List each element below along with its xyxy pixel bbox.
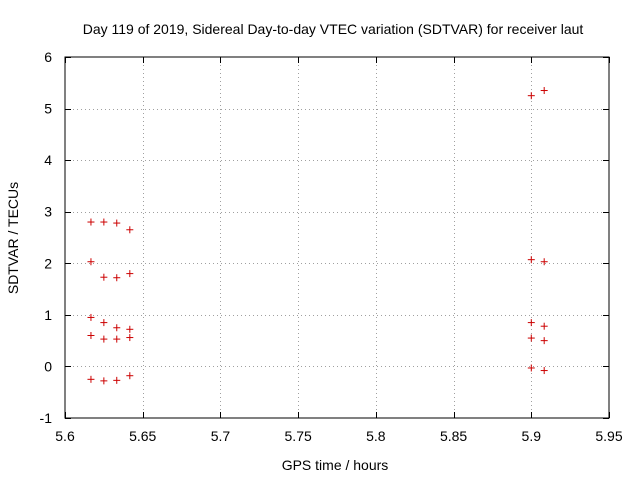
data-point [100,319,108,327]
plot-frame [64,56,610,419]
x-tick-label: 5.75 [285,428,312,444]
data-point [113,219,121,227]
data-point [527,364,535,372]
y-tick-label: 0 [44,358,52,374]
data-point [100,335,108,343]
data-point [527,319,535,327]
data-point [126,226,134,234]
data-point [126,270,134,278]
data-point [540,258,548,266]
data-point [126,334,134,342]
y-tick-label: 3 [44,204,52,220]
x-tick-label: 5.7 [211,428,231,444]
data-point [540,87,548,95]
data-point [87,258,95,266]
data-point [87,375,95,383]
data-point [527,334,535,342]
data-point [540,322,548,330]
y-tick-labels: -1 0 1 2 3 4 5 6 [40,49,53,426]
y-axis-label: SDTVAR / TECUs [5,182,21,294]
data-point [113,376,121,384]
x-tick-label: 5.9 [522,428,542,444]
data-point [527,92,535,100]
chart-title: Day 119 of 2019, Sidereal Day-to-day VTE… [83,21,584,37]
y-tick-label: 2 [44,255,52,271]
y-tick-label: 6 [44,49,52,65]
data-point [126,372,134,380]
data-point [113,324,121,332]
x-tick-label: 5.6 [55,428,75,444]
data-point [540,337,548,345]
x-tick-label: 5.65 [129,428,156,444]
y-tick-label: 5 [44,101,52,117]
data-point [87,313,95,321]
data-point [100,273,108,281]
y-tick-label: -1 [40,410,53,426]
data-points [87,87,548,385]
y-tick-label: 1 [44,307,52,323]
data-point [113,274,121,282]
x-tick-label: 5.85 [440,428,467,444]
y-tick-label: 4 [44,152,52,168]
data-point [87,218,95,226]
data-point [540,367,548,375]
grid [65,57,609,418]
x-axis-label: GPS time / hours [282,457,389,473]
data-point [126,325,134,333]
data-point [113,335,121,343]
x-tick-labels: 5.6 5.65 5.7 5.75 5.8 5.85 5.9 5.95 [55,428,623,444]
data-point [87,331,95,339]
x-tick-label: 5.95 [595,428,622,444]
x-tick-label: 5.8 [366,428,386,444]
data-point [100,218,108,226]
data-point [100,377,108,385]
data-point [527,256,535,264]
